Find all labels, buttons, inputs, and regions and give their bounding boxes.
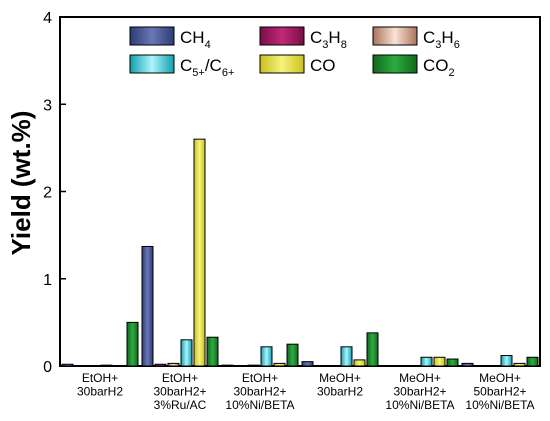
legend-label: C5+/C6+ <box>180 56 234 79</box>
y-tick-label: 1 <box>43 272 52 289</box>
x-tick-label: 10%Ni/BETA <box>385 398 454 412</box>
x-tick-label: 10%Ni/BETA <box>225 398 294 412</box>
plot-area: 01234EtOH+30barH2EtOH+30barH2+3%Ru/ACEtO… <box>43 10 541 412</box>
x-tick-label: 3%Ru/AC <box>154 398 207 412</box>
bar-co <box>193 138 206 367</box>
x-tick-label: MeOH+ <box>399 371 441 385</box>
x-tick-label: EtOH+ <box>162 371 198 385</box>
bar-ch4 <box>461 362 474 367</box>
bar-co2 <box>286 343 299 367</box>
legend-label: CO2 <box>423 56 455 79</box>
bar-co2 <box>446 358 459 367</box>
legend-label: CO <box>310 56 336 75</box>
bar-ch4 <box>141 245 154 367</box>
bar-co <box>433 356 446 367</box>
legend-swatch <box>129 54 175 74</box>
x-tick-label: 30barH2+ <box>233 385 286 399</box>
bar-ch4 <box>221 364 234 367</box>
bar-co2 <box>206 336 219 367</box>
y-tick-label: 3 <box>43 97 52 114</box>
bar-c5-c6- <box>260 346 273 367</box>
x-tick-label: 50barH2+ <box>473 385 526 399</box>
x-tick-label: EtOH+ <box>82 371 118 385</box>
bar-co <box>513 362 526 367</box>
x-tick-label: 30barH2+ <box>393 385 446 399</box>
bar-c5-c6- <box>500 355 513 367</box>
legend-label: C3H8 <box>310 28 347 51</box>
legend: CH4 C3H8 C3H6 C5+/C6+ CO CO2 <box>129 26 460 79</box>
bar-ch4 <box>301 361 314 367</box>
x-tick-label: 30barH2 <box>317 385 363 399</box>
legend-label: C3H6 <box>423 28 460 51</box>
x-tick-label: MeOH+ <box>479 371 521 385</box>
legend-swatch <box>372 26 418 46</box>
legend-swatch <box>259 26 305 46</box>
bar-c3h6 <box>247 364 260 367</box>
y-axis-label: Yield (wt.%) <box>6 111 36 256</box>
x-tick-label: 30barH2+ <box>153 385 206 399</box>
legend-label: CH4 <box>180 28 211 51</box>
legend-swatch <box>372 54 418 74</box>
bar-co2 <box>526 356 539 367</box>
x-tick-label: MeOH+ <box>319 371 361 385</box>
bar-c5-c6- <box>180 339 193 367</box>
x-tick-label: EtOH+ <box>242 371 278 385</box>
bar-c5-c6- <box>340 346 353 367</box>
legend-swatch <box>129 26 175 46</box>
bar-c5-c6- <box>420 356 433 367</box>
bar-c5-c6- <box>100 364 113 367</box>
bar-ch4 <box>61 363 74 367</box>
bar-c3h6 <box>167 362 180 367</box>
x-tick-label: 30barH2 <box>77 385 123 399</box>
bar-co2 <box>366 332 379 367</box>
y-tick-label: 2 <box>43 185 52 202</box>
bar-c3h8 <box>154 363 167 367</box>
y-tick-label: 0 <box>43 359 52 376</box>
bar-co <box>273 362 286 367</box>
legend-swatch <box>259 54 305 74</box>
bar-co <box>353 359 366 367</box>
bar-co2 <box>126 321 139 367</box>
x-tick-label: 10%Ni/BETA <box>465 398 534 412</box>
y-tick-label: 4 <box>43 10 52 27</box>
